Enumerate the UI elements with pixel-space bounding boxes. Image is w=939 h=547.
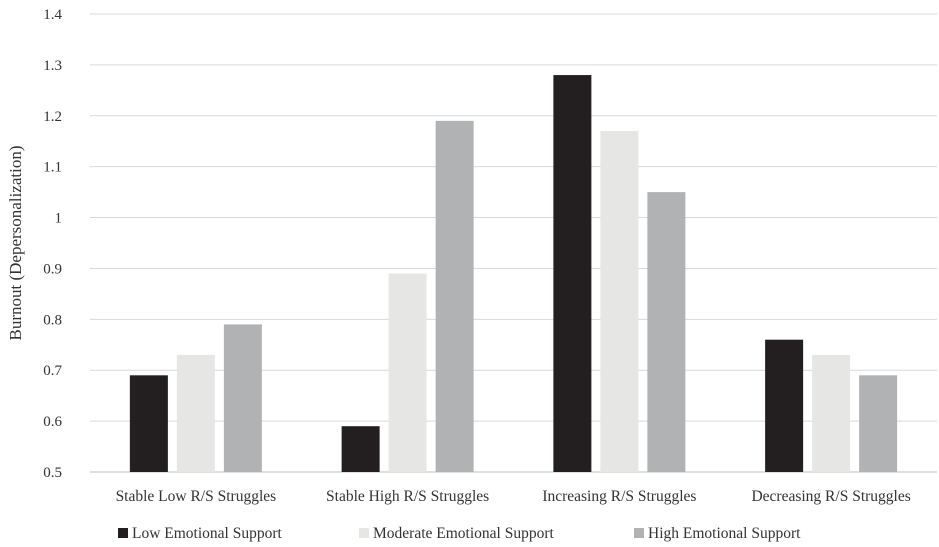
y-tick-label: 0.9	[43, 261, 62, 277]
y-tick-label: 1.3	[43, 58, 62, 74]
legend-label: Moderate Emotional Support	[373, 525, 554, 542]
legend-swatch	[634, 528, 644, 538]
y-tick-label: 1.4	[43, 7, 62, 23]
y-tick-label: 0.5	[43, 465, 62, 481]
bar	[859, 375, 898, 472]
y-tick-label: 1.1	[43, 160, 62, 176]
bar	[812, 354, 851, 472]
bar	[553, 75, 592, 473]
y-tick-label: 0.6	[43, 414, 62, 430]
y-tick-labels: 0.5 0.6 0.7 0.8 0.9 1 1.1 1.2 1.3 1.4	[43, 7, 62, 481]
legend-label: High Emotional Support	[648, 525, 801, 542]
y-tick-label: 1.2	[43, 109, 62, 125]
y-axis-title: Burnout (Depersonalization)	[6, 146, 25, 341]
bar	[765, 339, 804, 472]
bars	[129, 75, 898, 473]
y-tick-label: 0.8	[43, 312, 62, 328]
bar	[341, 426, 380, 472]
bar	[388, 273, 427, 472]
legend: Low Emotional Support Moderate Emotional …	[118, 525, 801, 542]
y-tick-label: 0.7	[43, 363, 62, 379]
x-category-label: Increasing R/S Struggles	[542, 488, 696, 505]
bar	[647, 192, 686, 472]
category-labels: Stable Low R/S Struggles Stable High R/S …	[116, 488, 911, 505]
bar	[223, 324, 262, 472]
x-category-label: Decreasing R/S Struggles	[751, 488, 910, 505]
x-category-label: Stable Low R/S Struggles	[116, 488, 277, 505]
legend-label: Low Emotional Support	[132, 525, 283, 542]
bar	[600, 131, 639, 473]
x-category-label: Stable High R/S Struggles	[326, 488, 489, 505]
bar	[435, 120, 474, 472]
bar	[176, 354, 215, 472]
legend-swatch	[118, 528, 128, 538]
legend-swatch	[359, 528, 369, 538]
gridlines	[90, 13, 937, 473]
y-tick-label: 1	[55, 211, 63, 227]
bar	[129, 375, 168, 472]
